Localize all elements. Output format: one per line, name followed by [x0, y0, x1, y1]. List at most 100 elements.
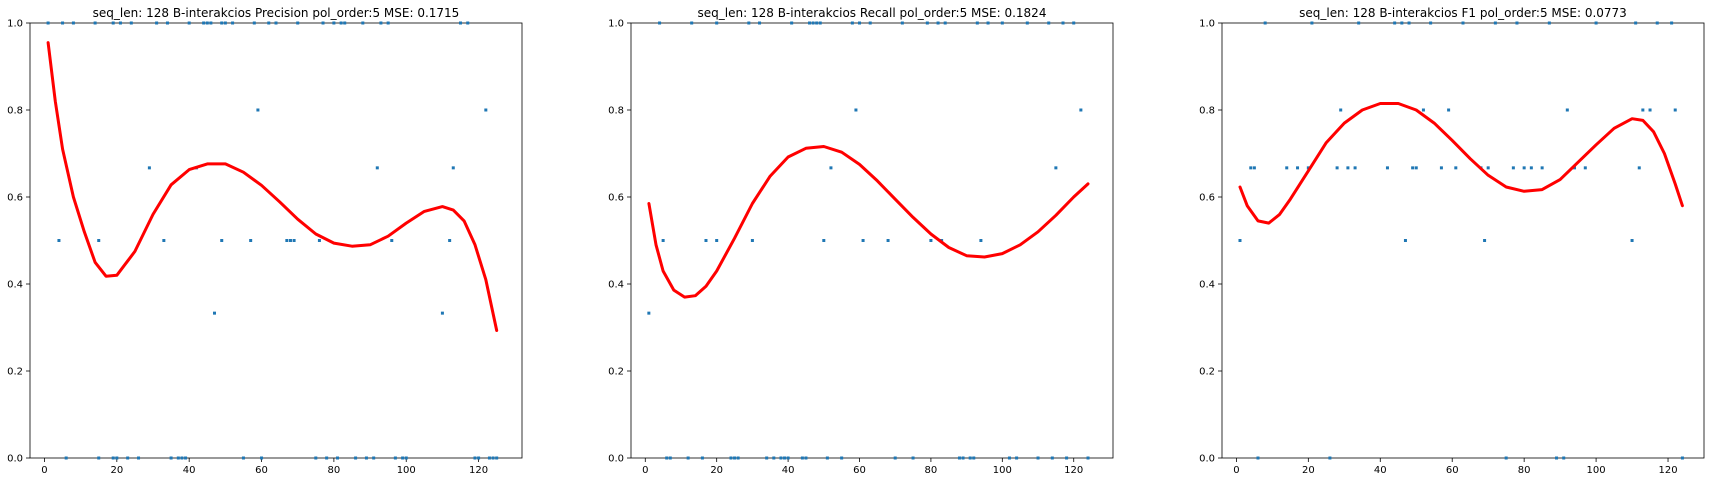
data-point	[354, 456, 358, 460]
data-point	[361, 21, 365, 25]
data-point	[46, 21, 50, 25]
data-point	[661, 239, 665, 242]
data-point	[1285, 166, 1289, 170]
x-tick-label: 0	[1233, 465, 1239, 476]
data-point	[1025, 21, 1029, 25]
y-tick-label: 0.4	[608, 280, 624, 291]
data-point	[811, 21, 815, 25]
data-point	[364, 456, 368, 460]
data-point	[487, 456, 491, 460]
data-point	[1670, 21, 1674, 25]
data-point	[459, 21, 462, 25]
data-point	[180, 456, 184, 460]
data-point	[1411, 166, 1415, 170]
x-tick-label: 120	[1064, 465, 1083, 476]
data-point	[975, 21, 979, 25]
data-point	[1680, 456, 1684, 460]
fit-curve	[46, 41, 499, 332]
data-point	[850, 21, 854, 25]
y-tick-label: 0.2	[1199, 367, 1215, 378]
x-tick-label: 0	[642, 465, 648, 476]
x-tick-label: 80	[328, 465, 341, 476]
data-point	[451, 166, 455, 170]
data-point	[1429, 21, 1433, 25]
chart-title: seq_len: 128 B-interakcios Recall pol_or…	[698, 6, 1047, 20]
data-point	[372, 456, 376, 460]
data-point	[231, 21, 235, 25]
fit-curve	[1238, 102, 1684, 225]
y-tick-label: 0.2	[608, 367, 624, 378]
data-point	[1655, 21, 1659, 25]
data-point	[111, 456, 115, 460]
data-point	[1461, 21, 1465, 25]
data-point	[825, 456, 829, 460]
data-point	[267, 21, 271, 25]
data-point	[155, 21, 159, 25]
x-tick-label: 40	[1374, 465, 1387, 476]
data-point	[321, 21, 325, 25]
x-tick-label: 60	[255, 465, 268, 476]
data-point	[729, 456, 733, 460]
y-tick-label: 0.8	[7, 106, 23, 117]
data-point	[1054, 166, 1058, 170]
data-point	[1630, 239, 1634, 242]
data-point	[861, 239, 865, 242]
data-point	[1439, 166, 1443, 170]
data-point	[213, 311, 216, 315]
data-point	[187, 21, 191, 25]
data-point	[202, 21, 206, 25]
data-point	[1403, 239, 1407, 242]
data-point	[911, 456, 915, 460]
data-point	[1000, 21, 1004, 25]
data-point	[1641, 108, 1645, 112]
data-point	[495, 456, 499, 460]
data-point	[1079, 108, 1083, 112]
data-point	[1385, 166, 1389, 170]
data-point	[1263, 21, 1267, 25]
data-point	[800, 456, 804, 460]
data-point	[448, 239, 452, 242]
data-point	[779, 456, 783, 460]
data-point	[786, 456, 790, 460]
data-point	[288, 239, 292, 242]
data-point	[772, 456, 776, 460]
data-point	[1036, 456, 1040, 460]
data-point	[1393, 21, 1397, 25]
data-point	[1547, 21, 1551, 25]
data-point	[1421, 108, 1425, 112]
data-point	[401, 456, 405, 460]
x-tick-label: 40	[183, 465, 196, 476]
data-point	[1483, 239, 1487, 242]
y-tick-label: 0.0	[608, 454, 624, 465]
x-tick-label: 0	[41, 465, 47, 476]
data-point	[118, 21, 122, 25]
data-point	[252, 21, 256, 25]
chart-title: seq_len: 128 B-interakcios F1 pol_order:…	[1299, 6, 1627, 20]
data-point	[715, 239, 719, 242]
data-point	[822, 239, 826, 242]
data-point	[386, 21, 390, 25]
data-point	[1346, 166, 1350, 170]
x-tick-label: 80	[925, 465, 938, 476]
data-point	[1357, 21, 1361, 25]
data-point	[943, 21, 947, 25]
x-tick-label: 100	[993, 465, 1012, 476]
data-point	[829, 166, 833, 170]
data-point	[1047, 21, 1051, 25]
chart-panel-1: seq_len: 128 B-interakcios Precision pol…	[7, 6, 523, 476]
x-tick-label: 80	[1518, 465, 1531, 476]
data-point	[241, 456, 245, 460]
data-point	[1050, 456, 1054, 460]
data-point	[972, 456, 976, 460]
data-point	[292, 239, 296, 242]
y-tick-label: 0.6	[608, 193, 624, 204]
x-tick-label: 40	[782, 465, 795, 476]
data-point	[979, 239, 983, 242]
data-point	[184, 456, 188, 460]
data-point	[71, 21, 75, 25]
data-point	[296, 21, 300, 25]
data-point	[1086, 456, 1090, 460]
data-point	[169, 456, 173, 460]
data-point	[1447, 108, 1451, 112]
data-point	[491, 456, 495, 460]
